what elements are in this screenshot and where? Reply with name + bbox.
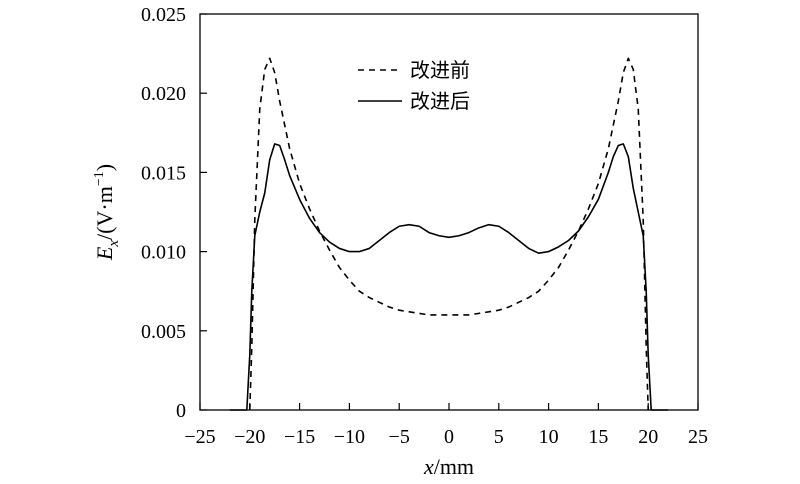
y-axis-title: Ex/(V·m−1) (92, 164, 122, 261)
x-tick-label: 25 (688, 426, 708, 448)
x-tick-label: −20 (234, 426, 265, 448)
legend-label-before: 改进前 (410, 58, 470, 82)
x-axis-title: x/mm (423, 454, 474, 479)
y-axis: 0 0.005 0.010 0.015 0.020 0.025 (141, 4, 207, 422)
y-tick-label: 0.010 (141, 242, 186, 264)
x-tick-label: −10 (334, 426, 365, 448)
x-tick-label: −25 (184, 426, 215, 448)
x-tick-label: 20 (638, 426, 658, 448)
x-tick-label: 0 (444, 426, 454, 448)
y-tick-label: 0.005 (141, 321, 186, 343)
x-tick-label: 10 (539, 426, 559, 448)
x-tick-label: 5 (494, 426, 504, 448)
x-tick-label: −5 (389, 426, 410, 448)
x-tick-label: −15 (284, 426, 315, 448)
legend: 改进前 改进后 (358, 58, 470, 113)
series-line-before (249, 57, 649, 411)
series-layer (229, 57, 669, 411)
y-tick-label: 0 (176, 400, 186, 422)
x-tick-label: 15 (588, 426, 608, 448)
y-tick-label: 0.020 (141, 83, 186, 105)
legend-label-after: 改进后 (410, 89, 470, 113)
y-tick-label: 0.015 (141, 162, 186, 184)
y-tick-label: 0.025 (141, 4, 186, 26)
series-line-after (229, 143, 669, 411)
